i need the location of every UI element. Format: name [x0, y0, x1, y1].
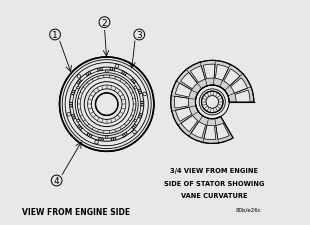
Text: 1: 1: [52, 31, 58, 40]
Circle shape: [99, 18, 110, 28]
Wedge shape: [235, 91, 250, 102]
Wedge shape: [171, 61, 254, 144]
Circle shape: [51, 175, 62, 186]
Text: 4: 4: [54, 176, 60, 185]
Circle shape: [134, 87, 137, 90]
Circle shape: [133, 130, 136, 134]
Text: SIDE OF STATOR SHOWING: SIDE OF STATOR SHOWING: [164, 180, 264, 186]
Wedge shape: [175, 84, 192, 98]
Circle shape: [202, 92, 223, 113]
Wedge shape: [181, 73, 197, 90]
Circle shape: [60, 58, 154, 152]
Wedge shape: [215, 65, 229, 81]
Circle shape: [134, 120, 137, 122]
Wedge shape: [175, 108, 192, 122]
Text: 3/4 VIEW FROM ENGINE: 3/4 VIEW FROM ENGINE: [170, 168, 258, 174]
Circle shape: [105, 70, 108, 73]
Circle shape: [105, 136, 108, 139]
Wedge shape: [204, 126, 216, 140]
Wedge shape: [190, 67, 205, 83]
Circle shape: [95, 94, 118, 116]
Text: 3: 3: [136, 31, 142, 40]
Wedge shape: [181, 116, 198, 132]
Text: 80b/e26c: 80b/e26c: [235, 207, 261, 212]
Text: VIEW FROM ENGINE SIDE: VIEW FROM ENGINE SIDE: [22, 207, 130, 216]
Circle shape: [115, 65, 119, 69]
Circle shape: [50, 30, 60, 41]
Circle shape: [77, 120, 79, 122]
Circle shape: [134, 30, 145, 41]
Wedge shape: [175, 97, 189, 109]
Circle shape: [77, 87, 79, 90]
Text: VANE CURVATURE: VANE CURVATURE: [181, 192, 247, 198]
Wedge shape: [216, 124, 229, 140]
Circle shape: [143, 93, 146, 96]
Wedge shape: [191, 122, 206, 139]
Circle shape: [67, 113, 71, 117]
Circle shape: [95, 141, 98, 144]
Wedge shape: [224, 70, 240, 86]
Wedge shape: [231, 79, 247, 94]
Circle shape: [77, 75, 81, 79]
Wedge shape: [203, 65, 215, 79]
Text: 2: 2: [102, 19, 107, 27]
